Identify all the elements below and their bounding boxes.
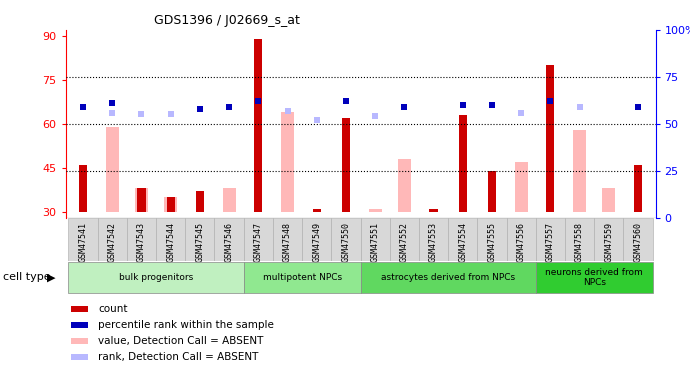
Bar — [634, 165, 642, 211]
Text: GDS1396 / J02669_s_at: GDS1396 / J02669_s_at — [154, 15, 300, 27]
Text: GSM47556: GSM47556 — [517, 222, 526, 262]
Text: GSM47551: GSM47551 — [371, 222, 380, 262]
Bar — [281, 112, 294, 212]
Bar — [594, 217, 623, 261]
Bar — [535, 217, 565, 261]
Text: rank, Detection Call = ABSENT: rank, Detection Call = ABSENT — [98, 352, 258, 362]
Bar — [360, 217, 390, 261]
Text: GSM47544: GSM47544 — [166, 222, 175, 262]
Bar — [106, 127, 119, 212]
Bar — [602, 188, 615, 211]
Bar — [623, 217, 653, 261]
Bar — [244, 262, 360, 292]
Bar — [302, 217, 331, 261]
Bar — [342, 118, 350, 212]
Bar — [244, 217, 273, 261]
Text: GSM47557: GSM47557 — [546, 222, 555, 262]
Text: GSM47548: GSM47548 — [283, 222, 292, 262]
Bar — [397, 159, 411, 212]
Bar — [429, 209, 437, 212]
Text: ▶: ▶ — [47, 273, 55, 282]
Text: multipotent NPCs: multipotent NPCs — [263, 273, 342, 282]
Text: GSM47550: GSM47550 — [342, 222, 351, 262]
Bar — [515, 162, 528, 211]
Bar — [68, 217, 98, 261]
Bar — [546, 65, 555, 211]
Text: percentile rank within the sample: percentile rank within the sample — [98, 320, 274, 330]
Text: GSM47546: GSM47546 — [225, 222, 234, 262]
Text: bulk progenitors: bulk progenitors — [119, 273, 193, 282]
Bar — [127, 217, 156, 261]
Bar — [360, 262, 535, 292]
Bar — [223, 188, 236, 211]
Text: astrocytes derived from NPCs: astrocytes derived from NPCs — [381, 273, 515, 282]
Text: cell type: cell type — [3, 273, 51, 282]
Text: GSM47553: GSM47553 — [429, 222, 438, 262]
Text: neurons derived from
NPCs: neurons derived from NPCs — [545, 268, 643, 287]
Text: GSM47559: GSM47559 — [604, 222, 613, 262]
Bar — [573, 130, 586, 212]
Bar — [448, 217, 477, 261]
Text: GSM47545: GSM47545 — [195, 222, 204, 262]
Bar — [368, 209, 382, 212]
Text: GSM47552: GSM47552 — [400, 222, 409, 262]
Bar — [164, 197, 177, 211]
Bar — [313, 209, 321, 212]
Text: GSM47549: GSM47549 — [312, 222, 322, 262]
Bar — [331, 217, 360, 261]
Bar — [72, 322, 88, 328]
Bar — [156, 217, 186, 261]
Bar — [72, 354, 88, 360]
Bar — [137, 188, 146, 211]
Bar — [196, 191, 204, 211]
Bar — [565, 217, 594, 261]
Bar — [419, 217, 448, 261]
Text: count: count — [98, 304, 128, 314]
Text: GSM47560: GSM47560 — [633, 222, 642, 262]
Bar — [72, 306, 88, 312]
Bar — [273, 217, 302, 261]
Bar — [98, 217, 127, 261]
Text: GSM47543: GSM47543 — [137, 222, 146, 262]
Bar — [506, 217, 535, 261]
Text: GSM47555: GSM47555 — [487, 222, 496, 262]
Text: GSM47547: GSM47547 — [254, 222, 263, 262]
Text: GSM47554: GSM47554 — [458, 222, 467, 262]
Bar — [535, 262, 653, 292]
Bar — [459, 115, 467, 212]
Bar — [135, 188, 148, 211]
Bar — [68, 262, 244, 292]
Bar — [254, 39, 262, 212]
Bar — [166, 197, 175, 211]
Bar — [215, 217, 244, 261]
Bar — [477, 217, 506, 261]
Bar — [390, 217, 419, 261]
Bar — [72, 338, 88, 344]
Bar — [488, 171, 496, 211]
Bar — [79, 165, 87, 211]
Text: GSM47541: GSM47541 — [79, 222, 88, 262]
Text: GSM47542: GSM47542 — [108, 222, 117, 262]
Bar — [186, 217, 215, 261]
Text: value, Detection Call = ABSENT: value, Detection Call = ABSENT — [98, 336, 264, 346]
Text: GSM47558: GSM47558 — [575, 222, 584, 262]
